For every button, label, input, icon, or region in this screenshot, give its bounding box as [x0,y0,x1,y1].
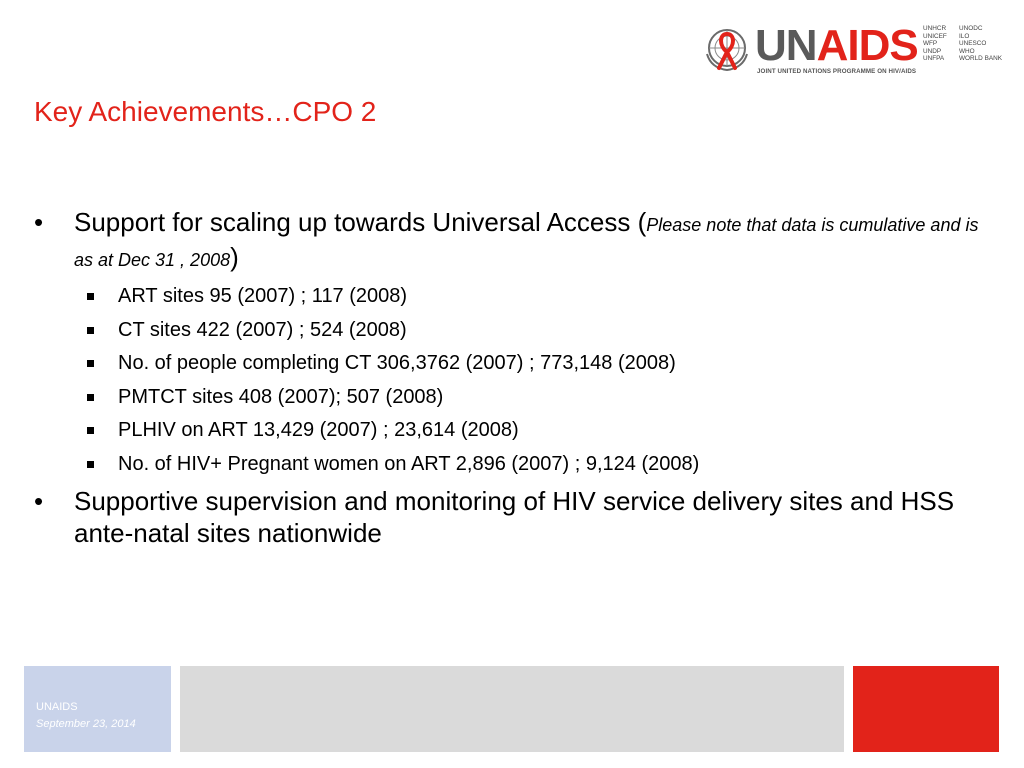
sub-bullet-text: CT sites 422 (2007) ; 524 (2008) [118,318,407,341]
cosponsor: WHO [959,47,975,55]
sub-bullet-text: No. of HIV+ Pregnant women on ART 2,896 … [118,452,700,475]
cosponsor: ILO [959,32,970,40]
bullet-close-paren: ) [230,242,239,272]
square-bullet-icon [87,360,94,367]
cosponsor: UNODC [959,25,983,32]
bullet-note: Please note that data is cumulative and … [74,215,979,270]
sub-bullet-pregnant-women-art: No. of HIV+ Pregnant women on ART 2,896 … [34,448,994,482]
square-bullet-icon [87,393,94,401]
square-bullet-icon [87,326,94,334]
sub-bullet-plhiv-art: PLHIV on ART 13,429 (2007) ; 23,614 (200… [34,414,994,448]
footer-date: September 23, 2014 [36,718,136,730]
logo-wordmark: UNAIDS [755,21,919,70]
sub-bullet-art-sites: ART sites 95 (2007) ; 117 (2008) [34,280,994,314]
bullet-marker: • [34,486,44,516]
slide-title: Key Achievements…CPO 2 [34,96,377,127]
bullet-text: Supportive supervision and monitoring of… [74,486,955,548]
cosponsor: UNHCR [923,25,947,32]
slide-content: • Support for scaling up towards Univers… [34,206,994,553]
bullet-marker: • [34,207,44,237]
footer-panel-right [853,666,999,752]
sub-bullet-pmtct-sites: PMTCT sites 408 (2007); 507 (2008) [34,381,994,415]
square-bullet-icon [87,293,94,300]
sub-bullet-text: ART sites 95 (2007) ; 117 (2008) [118,285,408,307]
square-bullet-icon [87,427,94,434]
sub-bullet-ct-completion: No. of people completing CT 306,3762 (20… [34,347,994,381]
bullet-supportive-supervision: • Supportive supervision and monitoring … [34,485,994,549]
sub-bullet-ct-sites: CT sites 422 (2007) ; 524 (2008) [34,314,994,348]
cosponsors-column-1: UNHCR UNICEF WFP UNDP UNFPA [923,25,947,63]
bullet-text: Support for scaling up towards Universal… [74,207,647,237]
cosponsor: UNICEF [923,32,947,40]
cosponsor: UNESCO [959,40,987,48]
sub-bullet-text: PLHIV on ART 13,429 (2007) ; 23,614 (200… [118,419,519,441]
cosponsors-column-2: UNODC ILO UNESCO WHO WORLD BANK [959,25,1002,63]
sub-bullet-text: PMTCT sites 408 (2007); 507 (2008) [118,385,444,408]
cosponsor: UNFPA [923,55,945,63]
unaids-logo: UNAIDS JOINT UNITED NATIONS PROGRAMME ON… [703,20,1003,80]
bullet-universal-access: • Support for scaling up towards Univers… [34,206,994,276]
footer-panel-middle [180,666,844,752]
footer-panel-left [24,666,171,752]
cosponsor: WORLD BANK [959,55,1002,63]
cosponsor: UNDP [923,47,942,55]
cosponsor: WFP [923,40,938,48]
un-emblem-ribbon-icon [706,29,748,72]
square-bullet-icon [87,460,94,468]
sub-bullet-text: No. of people completing CT 306,3762 (20… [118,352,676,374]
footer-organization: UNAIDS [36,701,78,713]
logo-tagline: JOINT UNITED NATIONS PROGRAMME ON HIV/AI… [757,68,917,75]
